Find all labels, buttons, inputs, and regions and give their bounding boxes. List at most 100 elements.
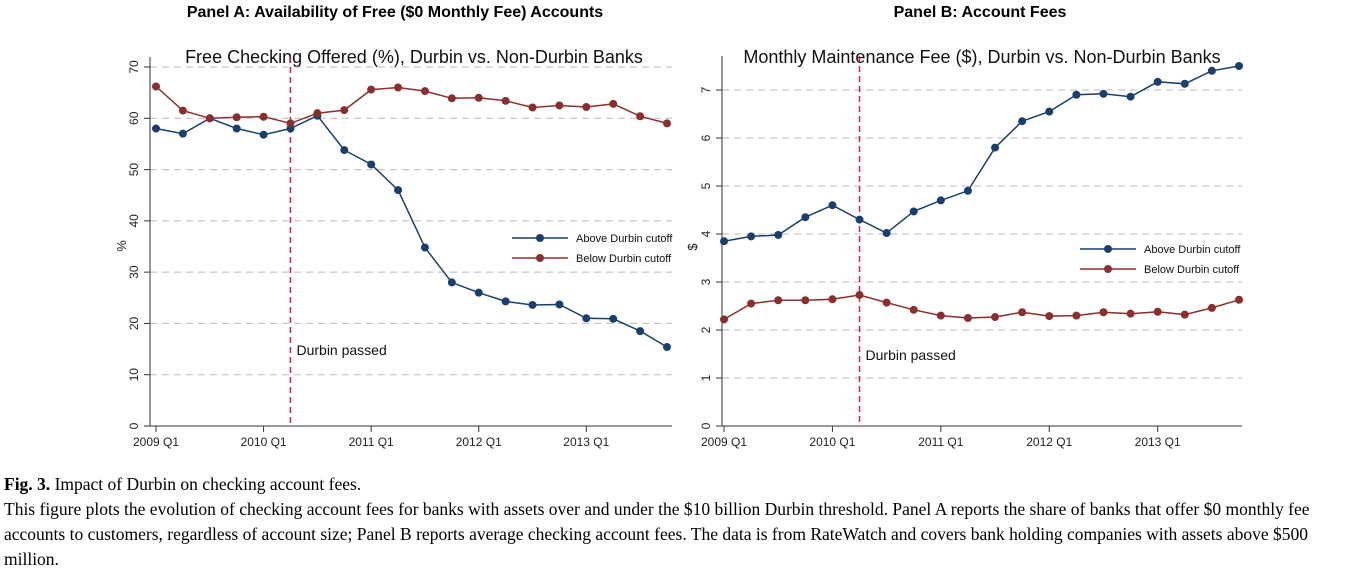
data-point-below (582, 103, 591, 112)
data-point-above (1153, 77, 1162, 86)
data-point-below (367, 85, 376, 94)
x-tick-label: 2009 Q1 (133, 435, 179, 449)
x-tick-label: 2010 Q1 (241, 435, 287, 449)
data-point-below (178, 106, 187, 115)
durbin-annotation: Durbin passed (296, 342, 386, 358)
data-point-above (636, 327, 645, 336)
caption-fig-label: Fig. 3. (4, 474, 51, 494)
data-point-below (286, 119, 295, 128)
y-tick-label: 60 (127, 111, 141, 125)
data-point-above (152, 124, 160, 133)
y-tick-label: 10 (127, 368, 141, 382)
data-point-below (636, 112, 645, 121)
data-point-above (501, 297, 510, 306)
data-point-below (1207, 303, 1216, 312)
panel-b-chart: Monthly Maintenance Fee ($), Durbin vs. … (685, 47, 1243, 449)
data-point-below (828, 295, 837, 304)
data-point-below (663, 119, 671, 128)
data-point-above (582, 314, 591, 323)
data-point-above (1018, 117, 1027, 126)
data-point-above (340, 146, 349, 155)
x-tick-label: 2011 Q1 (918, 435, 963, 449)
y-tick-label: 20 (127, 316, 141, 330)
data-point-below (1072, 311, 1081, 320)
data-point-below (447, 94, 456, 103)
data-point-above (747, 232, 756, 241)
legend-label: Below Durbin cutoff (1144, 264, 1240, 276)
data-point-above (1180, 79, 1189, 88)
x-tick-label: 2013 Q1 (563, 435, 609, 449)
data-point-above (882, 229, 891, 238)
panel-b-title: Panel B: Account Fees (893, 4, 1067, 21)
data-point-above (663, 343, 671, 352)
data-point-below (420, 87, 429, 96)
data-point-below (963, 314, 972, 322)
data-point-above (394, 186, 403, 195)
data-point-above (936, 196, 945, 205)
data-point-below (855, 290, 864, 299)
data-point-above (420, 243, 429, 252)
data-point-above (447, 278, 456, 287)
panel-a-chart: Free Checking Offered (%), Durbin vs. No… (114, 47, 673, 449)
data-point-above (474, 288, 483, 297)
data-point-below (747, 299, 756, 308)
y-tick-label: 1 (699, 374, 713, 381)
caption-text: This figure plots the evolution of check… (4, 499, 1310, 569)
data-point-above (367, 160, 376, 169)
data-point-below (801, 296, 810, 305)
data-point-above (1045, 107, 1054, 116)
series-line-below (155, 85, 668, 125)
x-tick-label: 2011 Q1 (349, 435, 394, 449)
x-tick-label: 2013 Q1 (1135, 435, 1181, 449)
data-point-below (1099, 308, 1108, 317)
y-tick-label: 2 (699, 326, 713, 333)
y-tick-label: 0 (127, 422, 141, 429)
chart-title: Free Checking Offered (%), Durbin vs. No… (185, 47, 643, 67)
data-point-above (991, 143, 1000, 152)
data-point-below (1126, 309, 1135, 318)
y-axis-label: % (114, 240, 129, 252)
data-point-above (259, 130, 268, 139)
data-point-below (394, 83, 403, 92)
x-tick-label: 2009 Q1 (701, 435, 747, 449)
y-tick-label: 4 (699, 230, 713, 237)
data-point-below (555, 101, 564, 110)
data-point-above (555, 300, 564, 309)
data-point-above (178, 129, 187, 138)
y-tick-label: 7 (699, 86, 713, 93)
data-point-below (882, 298, 891, 307)
series-line-above (155, 114, 668, 348)
data-point-below (313, 109, 322, 118)
y-tick-label: 70 (127, 60, 141, 74)
x-tick-label: 2012 Q1 (1026, 435, 1072, 449)
data-point-above (828, 201, 837, 210)
data-point-above (232, 124, 241, 133)
data-point-below (501, 96, 510, 105)
data-point-below (259, 112, 268, 121)
data-point-below (340, 106, 349, 115)
data-point-below (936, 311, 945, 320)
data-point-above (1099, 89, 1108, 98)
data-point-below (152, 82, 160, 91)
legend-marker (536, 234, 544, 242)
data-point-below (474, 93, 483, 102)
legend-label: Above Durbin cutoff (1144, 244, 1241, 256)
legend-label: Above Durbin cutoff (576, 233, 673, 245)
caption-fig-title: Impact of Durbin on checking account fee… (54, 474, 362, 494)
data-point-below (774, 296, 783, 305)
figure-caption: Fig. 3. Impact of Durbin on checking acc… (4, 472, 1360, 572)
data-point-above (801, 213, 810, 222)
data-point-above (1207, 66, 1216, 75)
legend-label: Below Durbin cutoff (576, 253, 672, 265)
panel-a-title: Panel A: Availability of Free ($0 Monthl… (186, 4, 604, 21)
data-point-below (205, 114, 214, 123)
legend-marker (536, 254, 544, 262)
data-point-below (528, 103, 537, 112)
x-tick-label: 2010 Q1 (809, 435, 855, 449)
y-tick-label: 0 (699, 422, 713, 429)
data-point-above (1072, 90, 1081, 99)
y-axis-label: $ (685, 243, 700, 251)
data-point-above (720, 237, 728, 246)
series-line-above (723, 65, 1240, 242)
y-tick-label: 40 (127, 214, 141, 228)
